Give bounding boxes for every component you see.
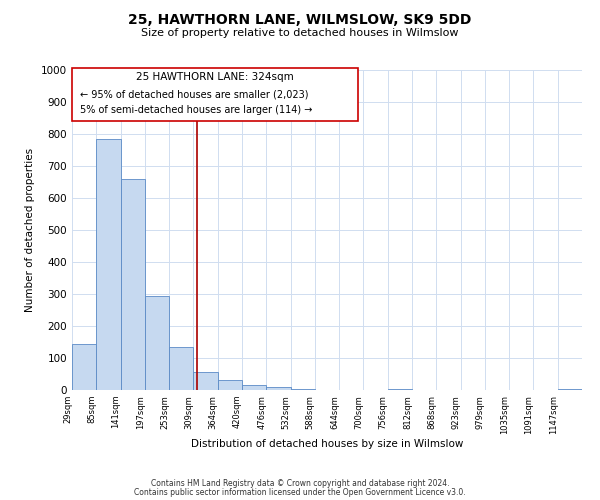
Text: Size of property relative to detached houses in Wilmslow: Size of property relative to detached ho… (141, 28, 459, 38)
Bar (72, 344, 96, 390)
Bar (121, 179, 145, 390)
Text: ← 95% of detached houses are smaller (2,023): ← 95% of detached houses are smaller (2,… (80, 89, 308, 99)
Bar (145, 296, 169, 390)
Bar (169, 347, 193, 390)
X-axis label: Distribution of detached houses by size in Wilmslow: Distribution of detached houses by size … (191, 440, 463, 450)
Text: 25 HAWTHORN LANE: 324sqm: 25 HAWTHORN LANE: 324sqm (136, 72, 293, 82)
Text: 25, HAWTHORN LANE, WILMSLOW, SK9 5DD: 25, HAWTHORN LANE, WILMSLOW, SK9 5DD (128, 12, 472, 26)
Bar (96, 140, 121, 390)
Bar (558, 388, 582, 390)
Y-axis label: Number of detached properties: Number of detached properties (25, 148, 35, 312)
Text: Contains public sector information licensed under the Open Government Licence v3: Contains public sector information licen… (134, 488, 466, 497)
Bar (242, 385, 266, 390)
Bar (193, 372, 218, 390)
Text: Contains HM Land Registry data © Crown copyright and database right 2024.: Contains HM Land Registry data © Crown c… (151, 478, 449, 488)
Bar (266, 388, 290, 390)
Bar (218, 380, 242, 390)
FancyBboxPatch shape (72, 68, 358, 121)
Text: 5% of semi-detached houses are larger (114) →: 5% of semi-detached houses are larger (1… (80, 105, 312, 115)
